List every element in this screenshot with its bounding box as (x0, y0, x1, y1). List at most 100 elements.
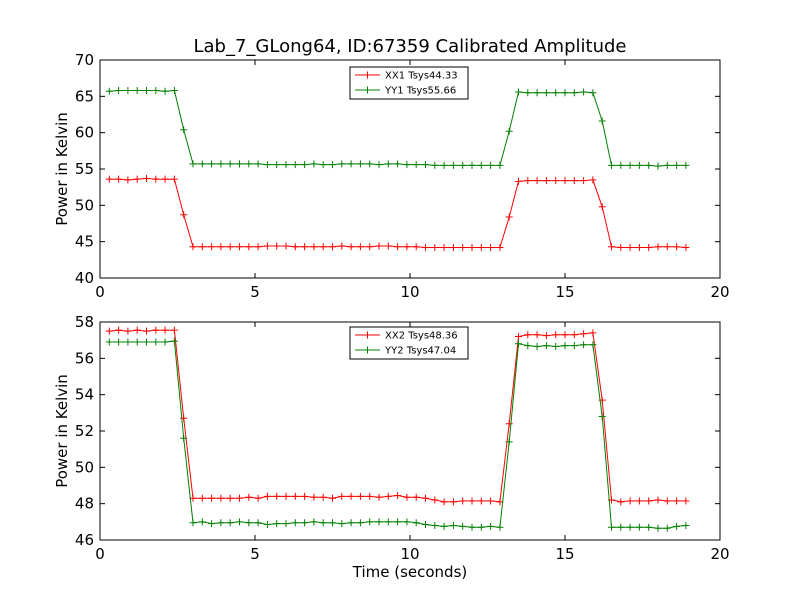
data-point (403, 493, 411, 501)
data-point (654, 162, 662, 170)
data-point (422, 243, 429, 251)
data-point (403, 518, 411, 526)
x-tick-label: 5 (250, 545, 260, 563)
data-point (533, 89, 541, 97)
data-point (347, 519, 355, 527)
data-point (477, 497, 485, 505)
data-point (236, 243, 243, 251)
data-point (431, 161, 439, 169)
y-tick-label: 55 (75, 160, 94, 178)
data-point (608, 243, 615, 251)
data-point (515, 333, 522, 341)
data-point (366, 243, 374, 251)
data-point (673, 522, 681, 530)
legend-label: XX2 Tsys48.36 (385, 331, 458, 342)
data-point (291, 492, 299, 500)
data-point (124, 176, 132, 184)
y-tick-label: 48 (75, 495, 94, 513)
plot-frame (99, 321, 721, 541)
data-point (152, 87, 160, 95)
data-point (589, 329, 597, 337)
data-point (524, 342, 532, 350)
data-point (570, 177, 578, 185)
data-point (217, 243, 225, 251)
data-point (598, 203, 606, 211)
data-point (375, 161, 383, 169)
data-point (226, 160, 234, 168)
data-point (319, 519, 327, 527)
data-point (394, 518, 402, 526)
data-point (133, 338, 141, 346)
data-point (170, 326, 178, 334)
data-point (459, 522, 467, 530)
y-axis-label: Power in Kelvin (53, 112, 71, 226)
y-tick-label: 40 (75, 269, 94, 287)
data-point (552, 89, 560, 97)
x-tick-label: 0 (95, 545, 105, 563)
legend-label: YY2 Tsys47.04 (384, 346, 456, 357)
data-point (301, 492, 309, 500)
data-point (505, 420, 513, 428)
data-point (580, 341, 588, 349)
data-point (236, 494, 243, 502)
legend-box (349, 66, 469, 100)
data-point (161, 338, 169, 346)
data-point (282, 492, 290, 500)
data-point (645, 523, 653, 531)
series-1 (105, 326, 690, 506)
data-point (347, 492, 355, 500)
data-point (161, 326, 169, 334)
data-point (505, 438, 513, 446)
data-point (422, 521, 429, 529)
x-tick-label: 15 (555, 545, 574, 563)
data-point (617, 498, 625, 506)
data-point (635, 161, 643, 169)
data-point (403, 161, 411, 169)
data-point (338, 160, 346, 168)
data-point (152, 326, 160, 334)
y-tick-label: 60 (75, 124, 94, 142)
data-point (617, 243, 625, 251)
data-point (673, 243, 681, 251)
data-point (124, 87, 132, 95)
x-tick-label: 20 (710, 545, 729, 563)
data-point (356, 519, 364, 527)
data-point (356, 243, 364, 251)
data-point (180, 211, 188, 219)
data-point (329, 494, 336, 502)
data-point (515, 340, 522, 348)
data-point (533, 343, 541, 351)
data-point (412, 243, 420, 251)
data-point (626, 161, 634, 169)
data-point (254, 160, 262, 168)
data-point (375, 493, 383, 501)
data-point (394, 491, 402, 499)
data-point (635, 523, 643, 531)
data-point (635, 497, 643, 505)
y-tick-label: 52 (75, 422, 94, 440)
data-point (468, 243, 476, 251)
data-point (273, 520, 281, 528)
series-2 (105, 87, 690, 170)
data-point (198, 243, 206, 251)
data-point (347, 160, 355, 168)
bottom-panel: 0 5 10 15 20 46 48 50 52 54 56 58 Power in Kelvin Tim… (53, 313, 730, 581)
legend-marker (364, 86, 371, 94)
data-point (170, 87, 178, 95)
data-point (375, 242, 383, 250)
y-axis-label: Power in Kelvin (53, 374, 71, 488)
data-point (515, 177, 522, 185)
legend: XX1 Tsys44.33 YY1 Tsys55.66 (349, 66, 469, 100)
data-point (217, 494, 225, 502)
data-point (487, 243, 495, 251)
data-point (570, 89, 578, 97)
data-point (542, 177, 550, 185)
series-1 (105, 174, 690, 251)
y-tick-label: 46 (75, 531, 94, 549)
data-point (598, 117, 606, 125)
data-point (626, 523, 634, 531)
data-point (617, 161, 625, 169)
data-point (338, 242, 346, 250)
data-point (533, 331, 541, 339)
data-point (124, 338, 132, 346)
